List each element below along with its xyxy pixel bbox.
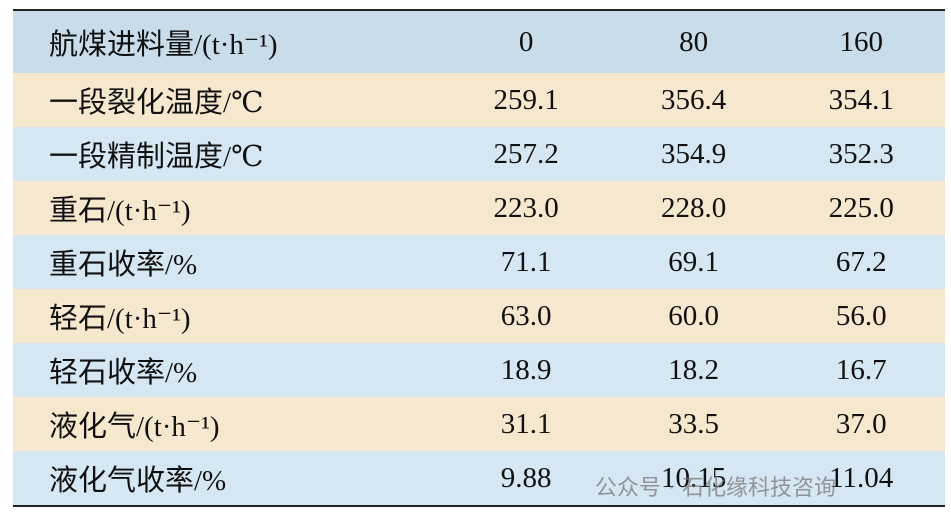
cell: 33.5 [609, 397, 778, 451]
cell: 18.9 [442, 343, 610, 397]
cell: 11.04 [777, 451, 945, 506]
cell: 259.1 [442, 73, 610, 127]
table-container: 航煤进料量/(t·h⁻¹) 0 80 160 一段裂化温度/℃ 259.1 356.4 354… [13, 9, 945, 507]
watermark: 公众号 · 石化缘科技咨询 [595, 476, 836, 501]
cell: 9.88 [442, 451, 610, 506]
table-row: 液化气/(t·h⁻¹) 31.1 33.5 37.0 [13, 397, 945, 451]
row-label: 航煤进料量/(t·h⁻¹) [13, 10, 443, 73]
row-label: 液化气收率/% [13, 451, 443, 506]
cell: 18.2 [609, 343, 778, 397]
row-label: 重石收率/% [13, 235, 443, 289]
table-row: 航煤进料量/(t·h⁻¹) 0 80 160 [13, 10, 945, 73]
table-row: 重石收率/% 71.1 69.1 67.2 [13, 235, 945, 289]
table-row: 一段裂化温度/℃ 259.1 356.4 354.1 [13, 73, 945, 127]
cell: 63.0 [442, 289, 610, 343]
table-row: 液化气收率/% 9.88 10.15 11.04 [13, 451, 945, 506]
row-label: 轻石收率/% [13, 343, 443, 397]
table-row: 轻石/(t·h⁻¹) 63.0 60.0 56.0 [13, 289, 945, 343]
cell: 160 [777, 10, 945, 73]
cell: 354.1 [777, 73, 945, 127]
cell: 69.1 [609, 235, 778, 289]
cell: 225.0 [777, 181, 945, 235]
row-label: 轻石/(t·h⁻¹) [13, 289, 443, 343]
cell: 257.2 [442, 127, 610, 181]
cell: 354.9 [609, 127, 778, 181]
row-label: 重石/(t·h⁻¹) [13, 181, 443, 235]
table-row: 重石/(t·h⁻¹) 223.0 228.0 225.0 [13, 181, 945, 235]
cell: 228.0 [609, 181, 778, 235]
cell: 67.2 [777, 235, 945, 289]
cell: 71.1 [442, 235, 610, 289]
cell: 352.3 [777, 127, 945, 181]
row-label: 液化气/(t·h⁻¹) [13, 397, 443, 451]
cell: 60.0 [609, 289, 778, 343]
cell: 10.15 [609, 451, 778, 506]
row-label: 一段裂化温度/℃ [13, 73, 443, 127]
cell: 80 [609, 10, 778, 73]
cell: 16.7 [777, 343, 945, 397]
cell: 356.4 [609, 73, 778, 127]
data-table: 航煤进料量/(t·h⁻¹) 0 80 160 一段裂化温度/℃ 259.1 356.4 354… [13, 9, 945, 507]
cell: 0 [442, 10, 610, 73]
cell: 223.0 [442, 181, 610, 235]
cell: 37.0 [777, 397, 945, 451]
table-row: 一段精制温度/℃ 257.2 354.9 352.3 [13, 127, 945, 181]
table-row: 轻石收率/% 18.9 18.2 16.7 [13, 343, 945, 397]
cell: 31.1 [442, 397, 610, 451]
row-label: 一段精制温度/℃ [13, 127, 443, 181]
cell: 56.0 [777, 289, 945, 343]
